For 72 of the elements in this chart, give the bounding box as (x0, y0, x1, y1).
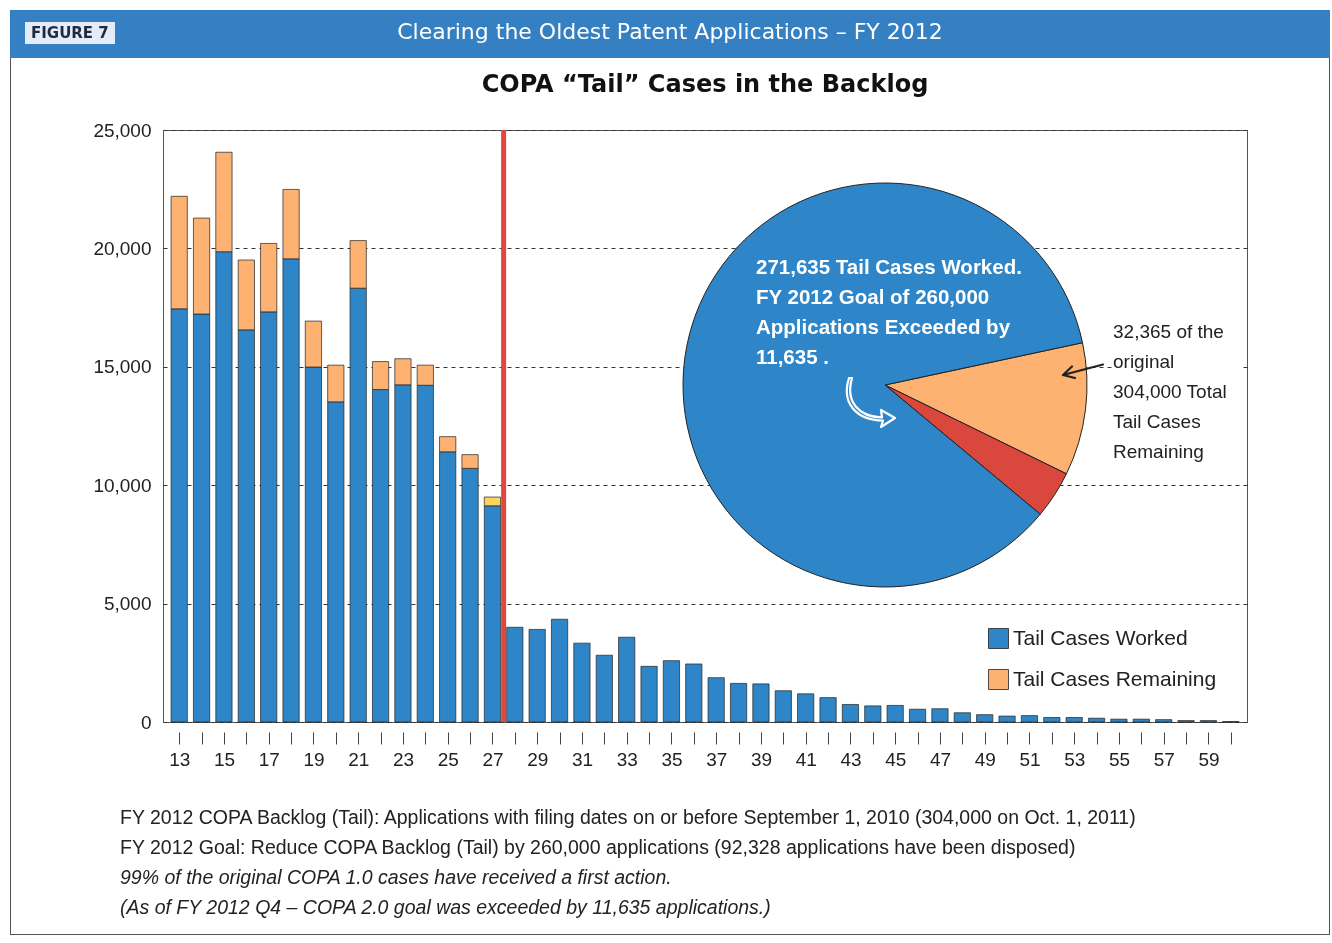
caption: FIGURE 7 (25, 22, 115, 44)
bar (730, 683, 748, 723)
bar (797, 693, 815, 723)
x-tick-label: 45 (885, 748, 907, 770)
y-tick-label: 15,000 (93, 356, 152, 378)
y-tick-label: 25,000 (93, 119, 152, 141)
x-tick-label: 25 (437, 748, 459, 770)
x-tick-label: 29 (527, 748, 549, 770)
text: FY 2012 Goal: Reduce COPA Backlog (Tail) by 260,000 applications (92,328 applications have been disposed) (120, 835, 1077, 860)
legend-label: Tail Cases Remaining (1013, 666, 1217, 690)
x-tick-label: 15 (213, 748, 236, 770)
x-tick-label: 41 (795, 748, 817, 770)
text: (As of FY 2012 Q4 – COPA 2.0 goal was exceeded by 11,635 applications.) (120, 895, 772, 920)
bar (573, 642, 591, 723)
legend-label: Tail Cases Worked (1013, 625, 1188, 649)
x-tick-label: 47 (929, 748, 952, 770)
y-tick-label: 5,000 (103, 593, 152, 615)
x-tick-label: 31 (571, 748, 594, 770)
y-tick-label: 0 (140, 711, 152, 733)
x-tick-label: 33 (616, 748, 638, 770)
x-tick-label: 19 (303, 748, 325, 770)
bar (506, 626, 524, 723)
x-tick-label: 35 (661, 748, 683, 770)
chart-title: Clearing the Oldest Patent Applications – FY 2012 (397, 19, 943, 44)
x-tick-label: 57 (1153, 748, 1175, 770)
bar (819, 697, 837, 723)
x-tick-label: 17 (258, 748, 280, 770)
x-tick-label: 27 (482, 748, 504, 770)
bar (841, 704, 859, 723)
text: FY 2012 COPA Backlog (Tail): Applications with filing dates on or before September 1, 2010 (304,000 on Oct. 1, 2011) (120, 805, 1136, 830)
bar (998, 715, 1016, 723)
y-tick-label: 10,000 (93, 474, 152, 496)
annotation: 32,365 of the original 304,000 Total Tail Cases Remaining (1113, 317, 1241, 467)
x-tick-label: 55 (1108, 748, 1131, 770)
bar (886, 705, 904, 723)
bar (1043, 717, 1061, 723)
x-tick-label: 21 (348, 748, 370, 770)
bar (640, 666, 658, 723)
bar (707, 677, 725, 723)
bar (618, 636, 636, 723)
x-tick-label: 49 (974, 748, 996, 770)
bar (909, 708, 927, 723)
x-tick-label: 53 (1064, 748, 1086, 770)
x-tick-label: 23 (392, 748, 415, 770)
bar (1110, 718, 1128, 723)
bar (864, 705, 882, 723)
y-tick-label: 20,000 (93, 237, 152, 259)
bar (953, 712, 971, 723)
bar (595, 654, 613, 723)
bar (774, 690, 792, 723)
x-tick-label: 37 (706, 748, 728, 770)
x-tick-label: 43 (840, 748, 862, 770)
text: 99% of the original COPA 1.0 cases have received a first action. (120, 865, 673, 890)
bar (662, 660, 680, 723)
chart-subtitle: COPA “Tail” Cases in the Backlog (481, 70, 929, 98)
bar (1020, 715, 1038, 723)
bar (1088, 717, 1106, 723)
bar (752, 683, 770, 723)
bar (931, 708, 949, 723)
bar (685, 663, 703, 723)
x-tick-label: 59 (1198, 748, 1220, 770)
annotation: 271,635 Tail Cases Worked. FY 2012 Goal of 260,000 Applications Exceeded by 11,635 . (756, 254, 1023, 370)
x-tick-label: 13 (169, 748, 191, 770)
bar (551, 618, 569, 723)
bar (1132, 718, 1150, 723)
pie-slice (682, 182, 1084, 588)
x-tick-label: 51 (1019, 748, 1041, 770)
x-tick-label: 39 (750, 748, 773, 770)
bar (1155, 719, 1173, 723)
bar (1065, 717, 1083, 723)
bar (976, 714, 994, 723)
bar (528, 629, 546, 723)
